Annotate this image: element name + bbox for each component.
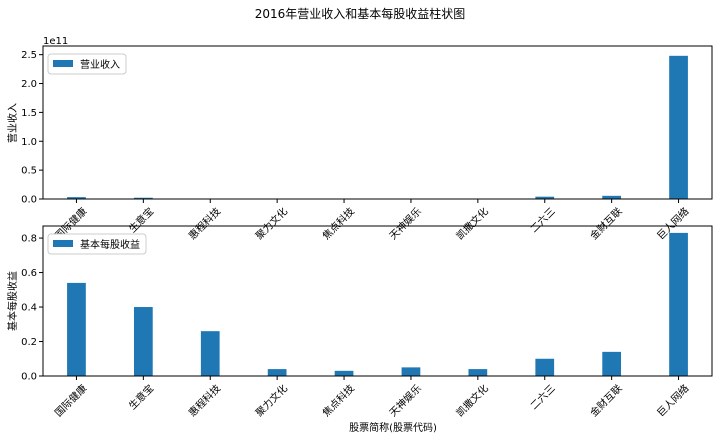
eps-x-tick-label: 巨人网络	[654, 382, 691, 419]
figure-title: 2016年营业收入和基本每股收益柱状图	[255, 6, 466, 21]
revenue-bar	[602, 195, 622, 199]
revenue-legend-box	[47, 53, 127, 75]
revenue-legend-label: 营业收入	[80, 58, 120, 71]
revenue-y-tick-label: 2.0	[21, 79, 37, 90]
eps-y-tick-label: 0.6	[21, 268, 37, 279]
eps-y-tick-label: 0.4	[21, 303, 37, 314]
revenue-bar	[669, 55, 688, 199]
eps-bar	[535, 358, 555, 376]
x-axis-label: 股票简称(股票代码)	[349, 421, 437, 434]
eps-bar	[401, 367, 421, 376]
eps-x-tick-label: 惠程科技	[186, 382, 223, 419]
eps-bar	[133, 307, 153, 376]
eps-bar	[468, 369, 488, 376]
revenue-y-tick-label: 1.0	[21, 137, 37, 148]
revenue-y-tick-label: 0.0	[21, 195, 37, 206]
revenue-axes-frame	[42, 45, 713, 200]
eps-y-axis-label: 基本每股收益	[6, 271, 19, 331]
eps-legend-box	[47, 233, 147, 255]
revenue-y-tick-label: 0.5	[21, 166, 37, 177]
revenue-bar	[535, 196, 555, 199]
eps-x-tick-label: 焦点科技	[320, 382, 357, 419]
eps-subplot: 0.0 0.2 0.4 0.6 0.8 国际健康 生意宝 惠程科技 聚力文化 焦点科技 天神娱乐 凯撒…	[6, 225, 713, 419]
revenue-bar	[67, 197, 86, 199]
revenue-x-tick-label: 焦点科技	[320, 205, 357, 242]
eps-y-tick-label: 0.2	[21, 337, 37, 348]
revenue-x-tick-label: 生意宝	[126, 205, 156, 235]
revenue-bar	[133, 197, 153, 199]
eps-x-tick-label: 生意宝	[126, 382, 156, 412]
revenue-x-tick-label: 天神娱乐	[386, 205, 423, 242]
revenue-y-axis-label: 营业收入	[6, 103, 19, 143]
eps-bar	[267, 369, 287, 376]
revenue-legend-swatch	[53, 60, 73, 67]
eps-bar	[602, 351, 622, 376]
eps-y-tick-label: 0.8	[21, 234, 37, 245]
eps-bar	[334, 370, 354, 376]
eps-bar	[669, 232, 688, 376]
revenue-x-tick-label: 凯撒文化	[453, 205, 490, 242]
eps-x-tick-label: 聚力文化	[253, 382, 290, 419]
eps-axes-frame	[42, 225, 713, 377]
revenue-offset-text: 1e11	[43, 36, 68, 47]
revenue-x-tick-label: 金财互联	[587, 205, 624, 242]
revenue-x-tick-label: 惠程科技	[186, 205, 223, 242]
eps-y-tick-label: 0.0	[21, 372, 37, 383]
revenue-legend: 营业收入	[47, 53, 127, 75]
eps-bar	[200, 331, 220, 376]
eps-legend-swatch	[53, 240, 73, 247]
eps-x-tick-label: 二六三	[528, 382, 558, 412]
revenue-x-tick-label: 二六三	[528, 205, 558, 235]
eps-legend: 基本每股收益	[47, 233, 147, 255]
revenue-y-tick-label: 2.5	[21, 50, 37, 61]
eps-legend-label: 基本每股收益	[80, 238, 140, 251]
eps-bar	[67, 282, 86, 376]
eps-x-tick-label: 金财互联	[587, 382, 624, 419]
eps-x-tick-label: 天神娱乐	[386, 382, 423, 419]
revenue-y-tick-label: 1.5	[21, 108, 37, 119]
eps-x-tick-label: 国际健康	[52, 382, 89, 419]
eps-x-tick-label: 凯撒文化	[453, 382, 490, 419]
revenue-x-tick-label: 聚力文化	[253, 205, 290, 242]
